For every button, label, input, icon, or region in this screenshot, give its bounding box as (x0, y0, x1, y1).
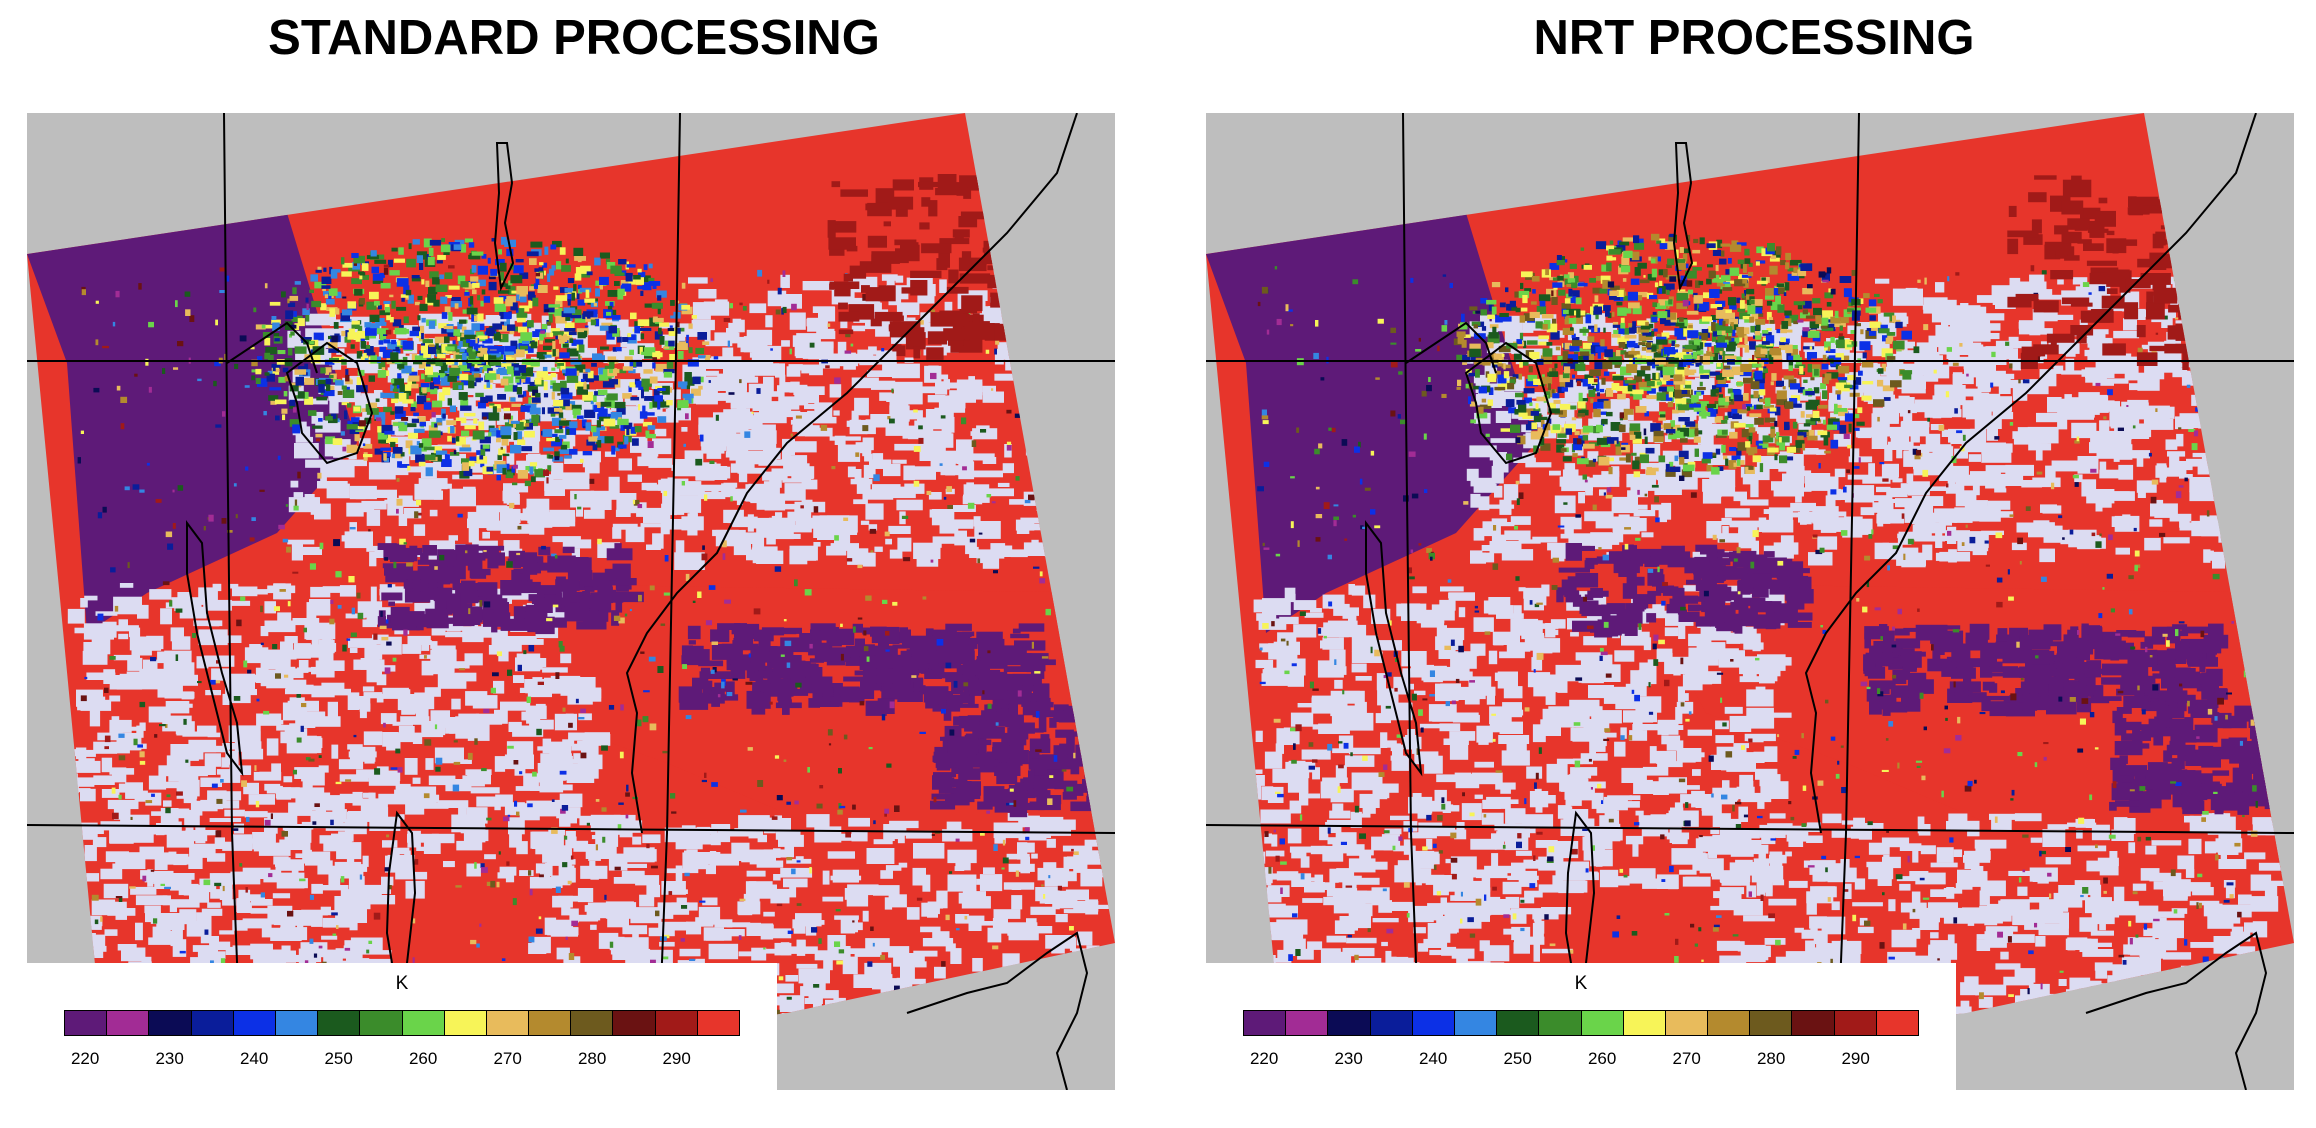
colorbar-unit-label: K (1574, 973, 1588, 994)
colorbar-swatch (1665, 1011, 1709, 1035)
colorbar-swatch (1412, 1011, 1455, 1035)
panel-title-nrt: NRT PROCESSING (1533, 11, 1975, 65)
colorbar-swatch (360, 1011, 403, 1035)
colorbar-tick-label: 250 (1503, 1049, 1532, 1068)
colorbar-swatch (1876, 1011, 1918, 1035)
colorbar-unit-label: K (395, 973, 409, 994)
colorbar-tick-label: 230 (155, 1049, 184, 1068)
colorbar-tick-label: 260 (408, 1049, 438, 1068)
colorbar-tick-label: 280 (1756, 1049, 1786, 1068)
colorbar (64, 1010, 740, 1036)
colorbar (1243, 1010, 1919, 1036)
colorbar-tick-label: 290 (1841, 1049, 1870, 1068)
colorbar-swatch (529, 1011, 572, 1035)
colorbar-tick-label: 270 (493, 1049, 522, 1068)
colorbar-swatch (1623, 1011, 1666, 1035)
colorbar-tick-label: 270 (1672, 1049, 1701, 1068)
colorbar-swatch (1581, 1011, 1624, 1035)
colorbar-swatch (318, 1011, 361, 1035)
colorbar-swatch (191, 1011, 234, 1035)
colorbar-swatch (1539, 1011, 1582, 1035)
colorbar-legend-nrt: K 220 230 240 250 260 270 280 290 (1206, 963, 1956, 1090)
colorbar-swatch (1286, 1011, 1329, 1035)
colorbar-swatch (1792, 1011, 1835, 1035)
colorbar-tick-label: 280 (577, 1049, 607, 1068)
map-nrt: K 220 230 240 250 260 270 280 290 (1206, 113, 2294, 1090)
colorbar-swatch (444, 1011, 487, 1035)
colorbar-tick-label: 240 (1418, 1049, 1448, 1068)
satellite-image-nrt (1206, 113, 2294, 1090)
colorbar-swatch (1244, 1011, 1287, 1035)
colorbar-swatch (1454, 1011, 1498, 1035)
colorbar-ticks: 220 230 240 250 260 270 280 290 (1243, 1049, 1919, 1073)
colorbar-swatch (107, 1011, 150, 1035)
map-standard: K 220 230 240 250 260 270 280 290 (27, 113, 1115, 1090)
colorbar-swatch (1328, 1011, 1371, 1035)
colorbar-ticks: 220 230 240 250 260 270 280 290 (64, 1049, 740, 1073)
colorbar-tick-label: 230 (1334, 1049, 1363, 1068)
panel-title-standard: STANDARD PROCESSING (268, 11, 880, 65)
colorbar-tick-label: 250 (324, 1049, 353, 1068)
colorbar-swatch (613, 1011, 656, 1035)
colorbar-swatch (1708, 1011, 1751, 1035)
colorbar-tick-label: 240 (239, 1049, 269, 1068)
colorbar-tick-label: 290 (662, 1049, 691, 1068)
colorbar-swatch (697, 1011, 739, 1035)
colorbar-swatch (1750, 1011, 1793, 1035)
colorbar-swatch (655, 1011, 698, 1035)
colorbar-swatch (1497, 1011, 1540, 1035)
colorbar-legend-standard: K 220 230 240 250 260 270 280 290 (27, 963, 777, 1090)
colorbar-swatch (65, 1011, 108, 1035)
colorbar-swatch (571, 1011, 614, 1035)
colorbar-swatch (149, 1011, 192, 1035)
colorbar-tick-label: 260 (1587, 1049, 1617, 1068)
satellite-image-standard (27, 113, 1115, 1090)
colorbar-tick-label: 220 (70, 1049, 100, 1068)
colorbar-swatch (402, 1011, 445, 1035)
colorbar-swatch (233, 1011, 276, 1035)
colorbar-swatch (1370, 1011, 1413, 1035)
colorbar-swatch (275, 1011, 319, 1035)
colorbar-tick-label: 220 (1249, 1049, 1279, 1068)
colorbar-swatch (1834, 1011, 1877, 1035)
colorbar-swatch (486, 1011, 530, 1035)
